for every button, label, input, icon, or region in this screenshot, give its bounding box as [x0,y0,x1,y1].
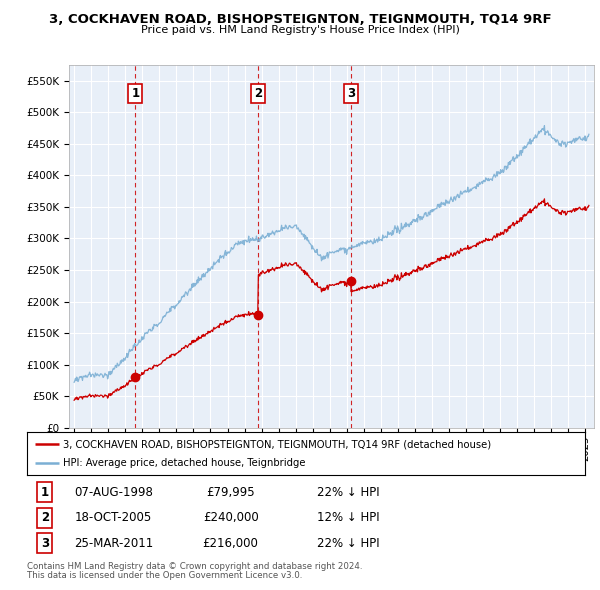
Text: This data is licensed under the Open Government Licence v3.0.: This data is licensed under the Open Gov… [27,571,302,580]
Text: 2: 2 [41,511,49,525]
Text: £79,995: £79,995 [206,486,255,499]
Text: 3, COCKHAVEN ROAD, BISHOPSTEIGNTON, TEIGNMOUTH, TQ14 9RF: 3, COCKHAVEN ROAD, BISHOPSTEIGNTON, TEIG… [49,13,551,26]
Text: 18-OCT-2005: 18-OCT-2005 [75,511,152,525]
Text: £216,000: £216,000 [203,537,259,550]
Text: 1: 1 [131,87,140,100]
Text: 3, COCKHAVEN ROAD, BISHOPSTEIGNTON, TEIGNMOUTH, TQ14 9RF (detached house): 3, COCKHAVEN ROAD, BISHOPSTEIGNTON, TEIG… [63,440,491,450]
Text: Contains HM Land Registry data © Crown copyright and database right 2024.: Contains HM Land Registry data © Crown c… [27,562,362,571]
Text: 1: 1 [41,486,49,499]
Text: £240,000: £240,000 [203,511,259,525]
Text: 3: 3 [347,87,355,100]
Text: 2: 2 [254,87,262,100]
Text: Price paid vs. HM Land Registry's House Price Index (HPI): Price paid vs. HM Land Registry's House … [140,25,460,35]
Text: 12% ↓ HPI: 12% ↓ HPI [317,511,379,525]
Text: HPI: Average price, detached house, Teignbridge: HPI: Average price, detached house, Teig… [63,458,306,468]
Text: 07-AUG-1998: 07-AUG-1998 [74,486,153,499]
Text: 22% ↓ HPI: 22% ↓ HPI [317,486,379,499]
Text: 25-MAR-2011: 25-MAR-2011 [74,537,153,550]
Text: 22% ↓ HPI: 22% ↓ HPI [317,537,379,550]
Text: 3: 3 [41,537,49,550]
